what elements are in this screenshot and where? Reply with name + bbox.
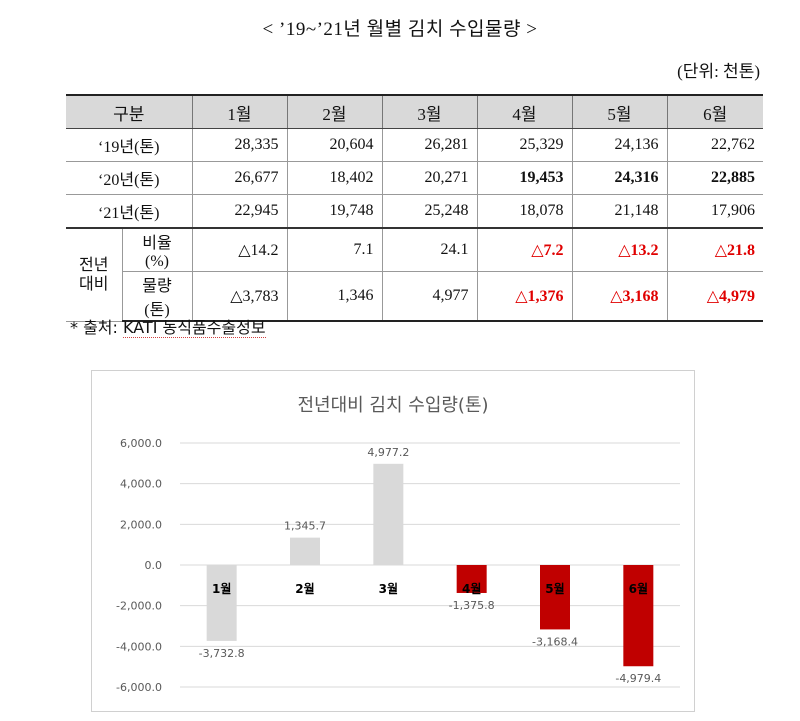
table-cell: 19,453 — [476, 161, 572, 195]
table-cell: 4,977 — [381, 271, 477, 322]
category-label: 5월 — [545, 581, 564, 596]
data-label: -3,168.4 — [532, 635, 578, 648]
data-label: -4,979.4 — [615, 672, 661, 685]
table-cell: 24.1 — [381, 228, 477, 272]
y-tick-label: 0.0 — [145, 559, 163, 572]
category-label: 6월 — [629, 581, 648, 596]
table-cell: △14.2 — [191, 228, 287, 272]
table-cell: △4,979 — [666, 271, 763, 322]
import-volume-table: 구분 1월 2월 3월 4월 5월 6월 ‘19년(톤) 28,335 20,6… — [66, 94, 763, 322]
table-cell: 1,346 — [286, 271, 382, 322]
bar — [623, 565, 654, 667]
table-cell: △1,376 — [476, 271, 572, 322]
header-category: 구분 — [66, 94, 192, 129]
y-tick-label: -6,000.0 — [116, 681, 162, 694]
table-cell: 24,316 — [571, 161, 667, 195]
y-tick-label: -2,000.0 — [116, 600, 162, 613]
table-cell: △7.2 — [476, 228, 572, 272]
comparison-group-label: 전년 대비 — [66, 228, 122, 322]
y-tick-label: -4,000.0 — [116, 640, 162, 653]
source-prefix: * 출처: — [70, 318, 124, 337]
category-label: 4월 — [462, 581, 481, 596]
table-cell: 26,677 — [191, 161, 287, 195]
y-tick-label: 4,000.0 — [120, 478, 162, 491]
y-tick-label: 6,000.0 — [120, 437, 162, 450]
header-month: 4월 — [476, 94, 572, 129]
table-cell: 18,402 — [286, 161, 382, 195]
bar — [373, 463, 404, 565]
table-cell: 22,885 — [666, 161, 763, 195]
header-month: 3월 — [381, 94, 477, 129]
table-cell: 7.1 — [286, 228, 382, 272]
row-label: ‘20년(톤) — [66, 161, 192, 195]
bar — [456, 565, 487, 593]
bar-chart: 전년대비 김치 수입량(톤) 6,000.0 4,000.0 2,000.0 0.0 -2… — [116, 395, 680, 694]
source-note: * 출처: KATI 농식품수출정보 — [70, 314, 266, 338]
header-month: 6월 — [666, 94, 763, 129]
table-cell: △3,783 — [191, 271, 287, 322]
table-row: ‘21년(톤) 22,945 19,748 25,248 18,078 21,1… — [66, 194, 763, 229]
table-cell: △3,168 — [571, 271, 667, 322]
table-cell: 22,945 — [191, 194, 287, 229]
table-row: 물량(톤) △3,783 1,346 4,977 △1,376 △3,168 △… — [66, 271, 763, 322]
y-tick-label: 2,000.0 — [120, 518, 162, 531]
bar — [206, 565, 237, 641]
category-label: 2월 — [295, 581, 314, 596]
chart-title: 전년대비 김치 수입량(톤) — [297, 395, 488, 416]
data-label: 1,345.7 — [284, 520, 326, 533]
table-cell: 19,748 — [286, 194, 382, 229]
table-cell: 22,762 — [666, 128, 763, 162]
header-month: 5월 — [571, 94, 667, 129]
table-cell: 26,281 — [381, 128, 477, 162]
table-header-row: 구분 1월 2월 3월 4월 5월 6월 — [66, 94, 763, 129]
table-cell: 18,078 — [476, 194, 572, 229]
table-cell: △13.2 — [571, 228, 667, 272]
category-label: 3월 — [379, 581, 398, 596]
table-row: ‘20년(톤) 26,677 18,402 20,271 19,453 24,3… — [66, 161, 763, 195]
table-cell: 25,329 — [476, 128, 572, 162]
unit-label: (단위: 천톤) — [677, 62, 760, 81]
category-label: 1월 — [212, 581, 231, 596]
table-cell: △21.8 — [666, 228, 763, 272]
bar — [540, 565, 570, 630]
group-label-line: 대비 — [79, 275, 109, 293]
data-label: -1,375.8 — [449, 599, 495, 612]
table-cell: 20,271 — [381, 161, 477, 195]
source-name: KATI 농식품수출정보 — [123, 318, 266, 338]
row-label: ‘19년(톤) — [66, 128, 192, 162]
header-month: 2월 — [286, 94, 382, 129]
table-cell: 28,335 — [191, 128, 287, 162]
table-cell: 24,136 — [571, 128, 667, 162]
data-label: -3,732.8 — [199, 647, 245, 660]
row-label: 비율(%) — [121, 228, 192, 272]
group-label-line: 전년 — [79, 256, 109, 274]
row-label: ‘21년(톤) — [66, 194, 192, 229]
table-row: ‘19년(톤) 28,335 20,604 26,281 25,329 24,1… — [66, 128, 763, 162]
header-month: 1월 — [191, 94, 287, 129]
table-cell: 25,248 — [381, 194, 477, 229]
row-label: 물량(톤) — [121, 271, 192, 322]
table-cell: 17,906 — [666, 194, 763, 229]
chart-container: 전년대비 김치 수입량(톤) 6,000.0 4,000.0 2,000.0 0.0 -2… — [91, 370, 695, 712]
page-title: < ’19~’21년 월별 김치 수입물량 > — [262, 19, 538, 40]
table-cell: 20,604 — [286, 128, 382, 162]
bar — [290, 537, 320, 565]
table-cell: 21,148 — [571, 194, 667, 229]
table-row: 전년 대비 비율(%) △14.2 7.1 24.1 △7.2 △13.2 △2… — [66, 228, 763, 322]
data-label: 4,977.2 — [367, 446, 409, 459]
